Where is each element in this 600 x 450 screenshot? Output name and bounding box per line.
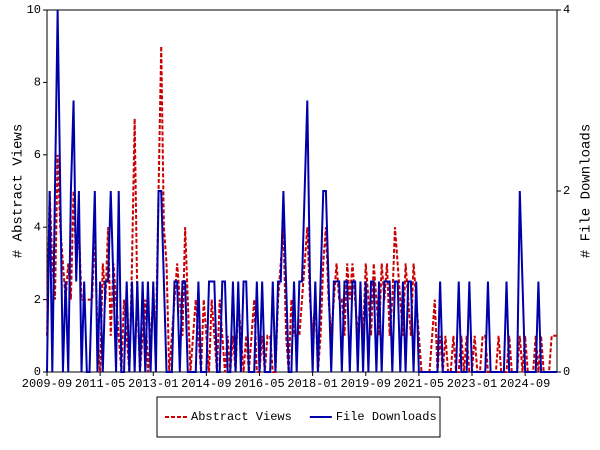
y2-axis-title: # File Downloads — [579, 124, 595, 258]
legend-box — [156, 396, 441, 438]
x-tick-label: 2013-01 — [128, 377, 178, 391]
x-tick-label: 2019-09 — [341, 377, 391, 391]
x-tick-label: 2018-01 — [287, 377, 337, 391]
x-tick-label: 2021-05 — [394, 377, 444, 391]
legend-label: Abstract Views — [191, 410, 292, 424]
x-tick-label: 2014-09 — [181, 377, 231, 391]
y-tick-label: 4 — [34, 220, 41, 234]
y-tick-label: 6 — [34, 148, 41, 162]
y-tick-label: 8 — [34, 76, 41, 90]
x-tick-label: 2009-09 — [22, 377, 72, 391]
y2-tick-label: 4 — [563, 3, 570, 17]
x-tick-label: 2011-05 — [75, 377, 125, 391]
x-tick-label: 2016-05 — [234, 377, 284, 391]
legend-label: File Downloads — [336, 410, 437, 424]
y2-tick-label: 2 — [563, 184, 570, 198]
series-line — [46, 9, 557, 373]
x-tick-label: 2023-01 — [447, 377, 497, 391]
y2-tick-label: 0 — [563, 365, 570, 379]
y-tick-label: 10 — [27, 3, 41, 17]
x-tick-label: 2024-09 — [500, 377, 550, 391]
y-axis-title: # Abstract Views — [11, 124, 27, 258]
y-tick-label: 0 — [34, 365, 41, 379]
y-tick-label: 2 — [34, 293, 41, 307]
